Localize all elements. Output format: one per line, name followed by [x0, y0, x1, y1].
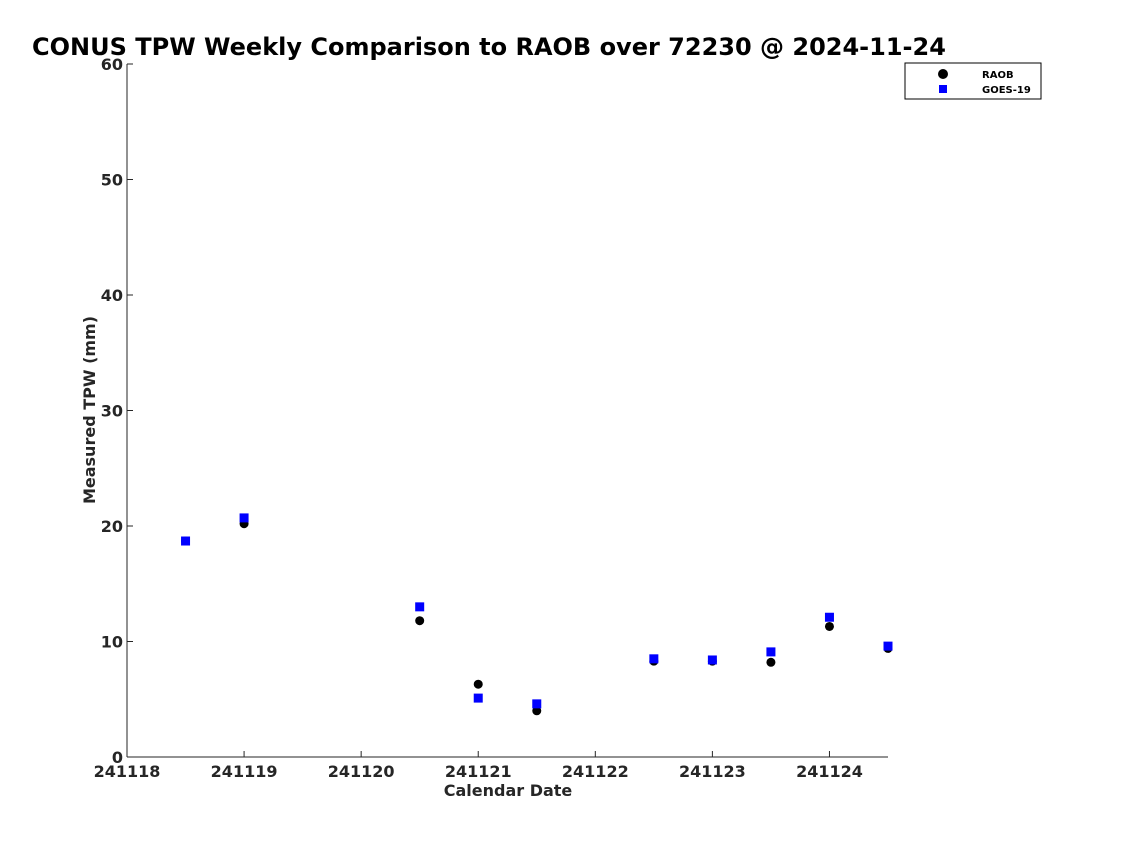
goes-point — [181, 536, 191, 546]
y-tick-label: 40 — [101, 286, 123, 305]
legend-label: RAOB — [982, 70, 1014, 81]
y-tick-label: 20 — [101, 517, 123, 536]
goes-point — [239, 513, 249, 523]
y-tick-label: 60 — [101, 55, 123, 74]
x-tick-label: 241122 — [562, 762, 629, 781]
y-tick-label: 0 — [112, 748, 123, 767]
chart-title: CONUS TPW Weekly Comparison to RAOB over… — [32, 33, 946, 61]
raob-point — [473, 679, 483, 689]
x-tick-label: 241124 — [796, 762, 863, 781]
raob-point — [415, 616, 425, 626]
x-tick-label: 241118 — [94, 762, 161, 781]
goes-point — [649, 654, 659, 664]
y-tick-label: 30 — [101, 402, 123, 421]
goes-point — [532, 699, 542, 709]
x-axis-ticks: 241118 241119 241120 241121 241122 241123 2411… — [94, 751, 863, 781]
data-points — [181, 513, 893, 716]
legend: RAOB GOES-19 — [904, 62, 1042, 100]
x-axis-label: Calendar Date — [444, 781, 573, 800]
y-axis-ticks: 0 10 20 30 40 50 60 — [101, 55, 133, 767]
raob-point — [532, 706, 542, 716]
goes-point — [707, 655, 717, 665]
legend-box — [904, 62, 1042, 100]
raob-point — [824, 621, 834, 631]
legend-goes-marker — [939, 85, 947, 93]
y-tick-label: 50 — [101, 171, 123, 190]
legend-label: GOES-19 — [982, 85, 1031, 96]
goes-point — [415, 602, 425, 612]
x-tick-label: 241120 — [328, 762, 395, 781]
x-tick-label: 241123 — [679, 762, 746, 781]
legend-raob-marker — [938, 69, 948, 79]
goes-point — [883, 641, 893, 651]
raob-point — [766, 657, 776, 667]
y-tick-label: 10 — [101, 633, 123, 652]
goes-point — [473, 693, 483, 703]
x-tick-label: 241121 — [445, 762, 512, 781]
x-tick-label: 241119 — [211, 762, 278, 781]
y-axis-label: Measured TPW (mm) — [80, 316, 99, 504]
goes-point — [766, 647, 776, 657]
goes-point — [824, 612, 834, 622]
